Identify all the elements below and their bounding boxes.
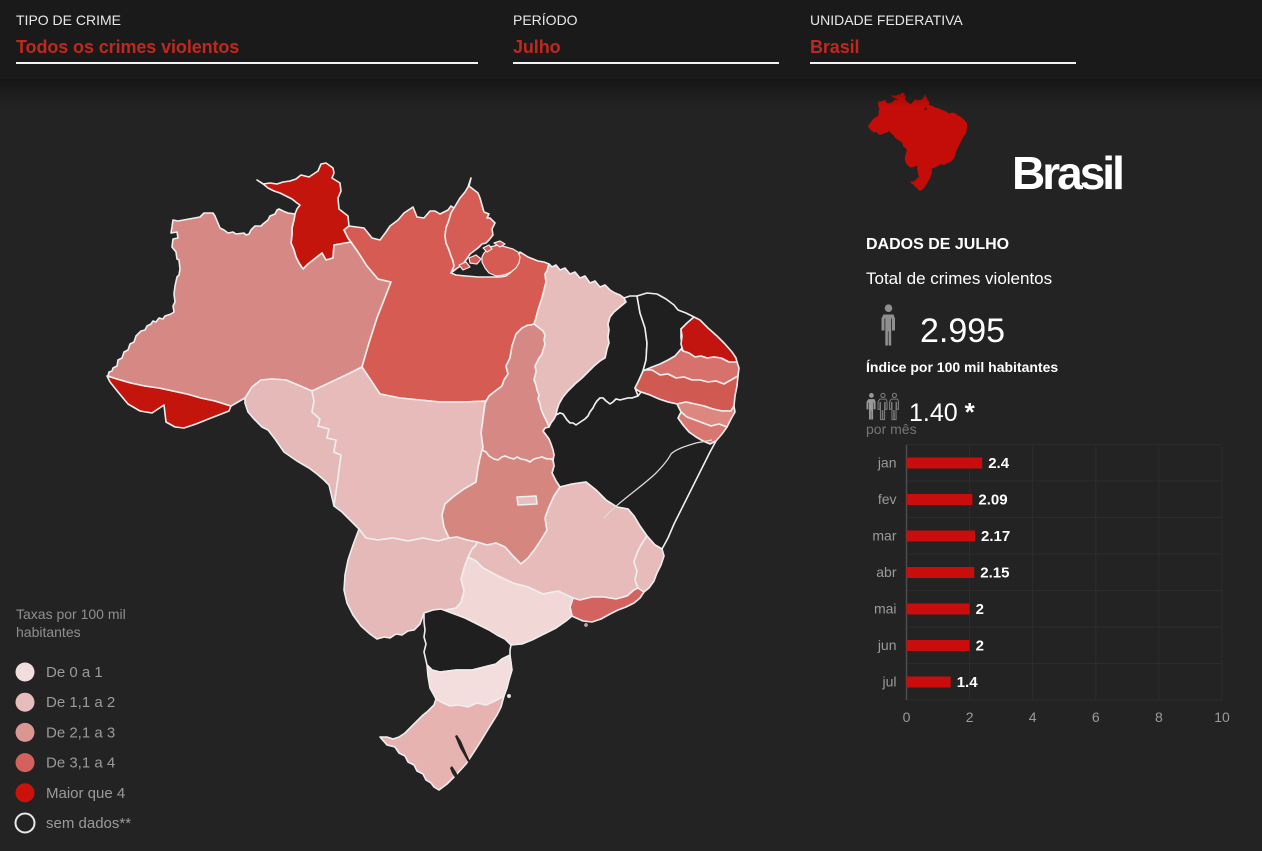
svg-text:1.4: 1.4 xyxy=(957,674,979,691)
svg-text:0: 0 xyxy=(903,709,911,725)
svg-text:De 2,1 a 3: De 2,1 a 3 xyxy=(46,724,115,741)
svg-text:De 1,1 a 2: De 1,1 a 2 xyxy=(46,694,115,711)
svg-text:fev: fev xyxy=(878,491,897,507)
svg-text:2.09: 2.09 xyxy=(978,492,1007,509)
svg-text:2.4: 2.4 xyxy=(988,455,1010,472)
svg-text:abr: abr xyxy=(876,564,897,580)
svg-text:2.15: 2.15 xyxy=(980,565,1009,582)
svg-text:2: 2 xyxy=(966,709,974,725)
svg-text:De 0 a 1: De 0 a 1 xyxy=(46,664,103,681)
svg-text:Maior que 4: Maior que 4 xyxy=(46,785,125,802)
svg-text:10: 10 xyxy=(1214,709,1230,725)
svg-text:sem dados**: sem dados** xyxy=(46,815,131,832)
svg-text:2: 2 xyxy=(976,601,984,618)
svg-text:8: 8 xyxy=(1155,709,1163,725)
svg-text:jun: jun xyxy=(877,637,897,653)
svg-text:2: 2 xyxy=(976,638,984,655)
svg-text:2.17: 2.17 xyxy=(981,528,1010,545)
svg-text:habitantes: habitantes xyxy=(16,624,81,640)
svg-text:4: 4 xyxy=(1029,709,1037,725)
svg-text:Taxas por 100 mil: Taxas por 100 mil xyxy=(16,606,126,622)
svg-text:mar: mar xyxy=(872,528,896,544)
svg-text:jul: jul xyxy=(881,674,896,690)
svg-text:jan: jan xyxy=(877,455,897,471)
svg-text:mai: mai xyxy=(874,601,897,617)
svg-text:De 3,1 a 4: De 3,1 a 4 xyxy=(46,755,115,772)
svg-text:6: 6 xyxy=(1092,709,1100,725)
